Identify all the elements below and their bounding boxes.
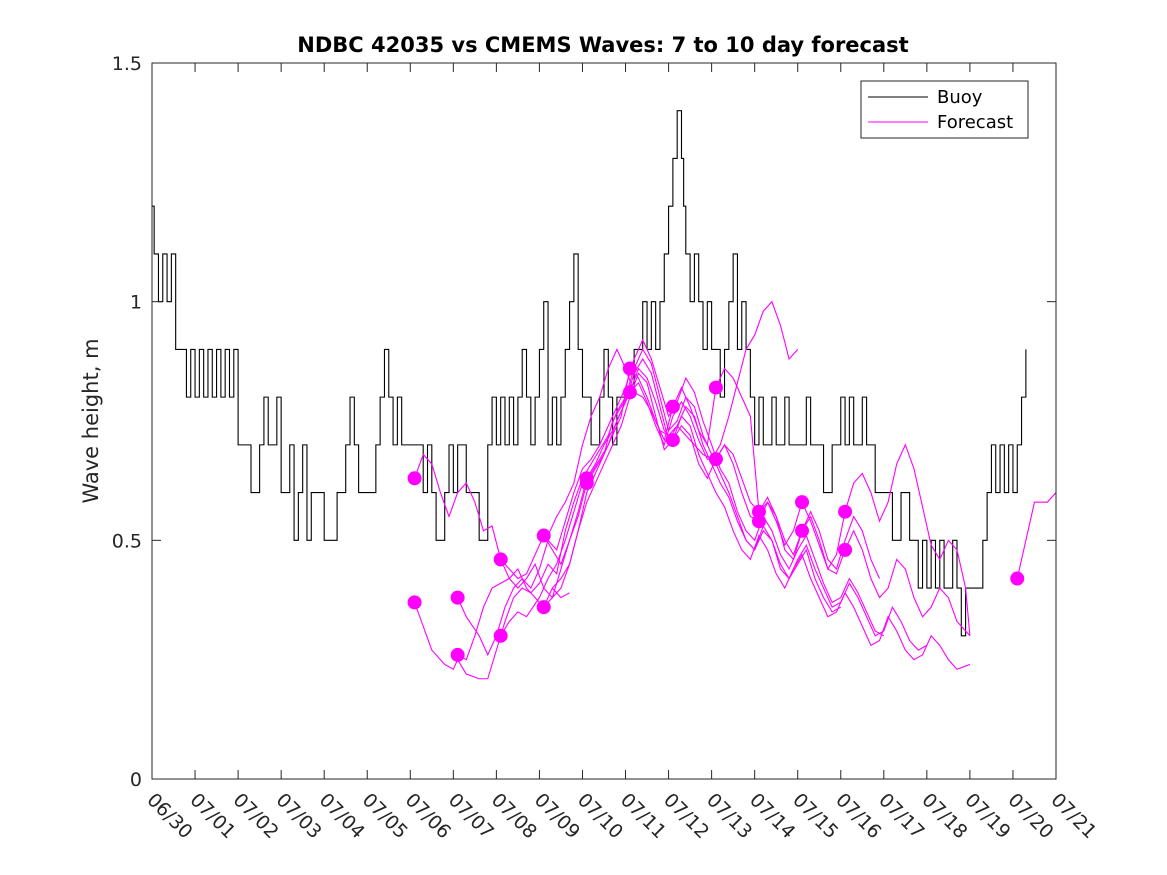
forecast-series-line [414,367,971,636]
legend: Buoy Forecast [860,80,1029,139]
forecast-marker [708,452,723,467]
y-axis-label: Wave height, m [79,338,103,503]
legend-box [860,80,1029,139]
forecast-marker [795,523,810,538]
y-tick-label: 1 [130,292,142,314]
forecast-series-line [500,357,928,651]
forecast-series-line [500,381,881,599]
plot-area [152,63,1056,779]
forecast-marker [795,495,810,510]
y-tick-label: 1.5 [112,53,142,75]
y-tick-label: 0 [130,769,142,791]
forecast-marker [536,600,551,615]
chart-title: NDBC 42035 vs CMEMS Waves: 7 to 10 day f… [297,33,908,57]
forecast-marker [536,528,551,543]
legend-buoy-label: Buoy [937,87,983,108]
buoy-series-line [152,110,1027,637]
forecast-series-line [547,300,799,536]
forecast-marker [407,595,422,610]
forecast-marker [1010,571,1025,586]
forecast-marker [493,628,508,643]
forecast-marker [450,647,465,662]
y-tick-label: 0.5 [112,530,142,552]
forecast-marker [665,399,680,414]
forecast-marker [622,361,637,376]
forecast-marker [493,552,508,567]
forecast-marker [838,542,853,557]
forecast-marker [622,385,637,400]
forecast-marker [708,380,723,395]
forecast-marker [838,504,853,519]
forecast-marker [450,590,465,605]
y-axis: 0 0.5 1 1.5 [112,53,1056,791]
forecast-marker [579,476,594,491]
forecast-series-line [551,587,570,599]
forecast-series-line [1016,492,1057,579]
marker-layer [407,361,1025,662]
forecast-marker [665,433,680,448]
forecast-marker [407,471,422,486]
legend-forecast-label: Forecast [937,112,1013,133]
forecast-series-line [543,372,971,670]
axes-box [151,62,1057,780]
forecast-marker [751,514,766,529]
